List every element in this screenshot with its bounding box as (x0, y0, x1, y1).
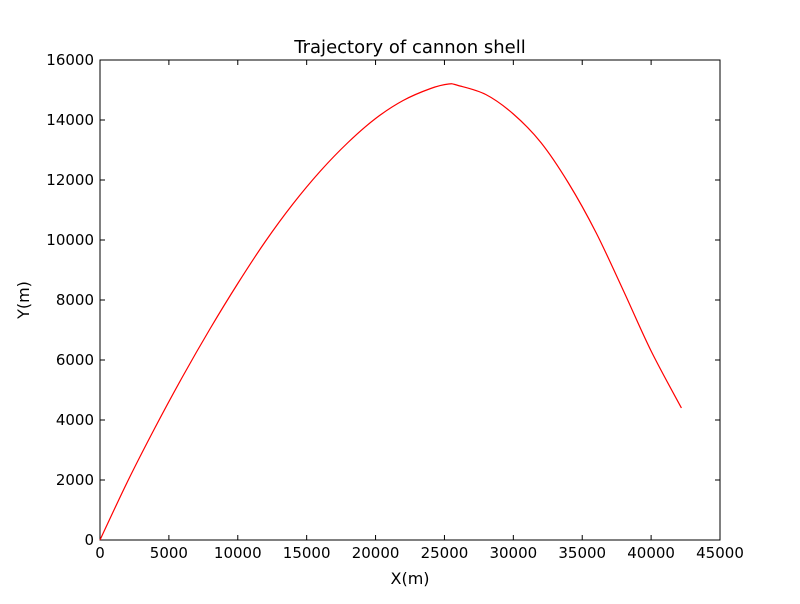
x-tick-label: 35000 (558, 544, 606, 562)
x-tick-label: 15000 (283, 544, 331, 562)
y-tick-label: 12000 (46, 171, 94, 189)
y-tick-label: 14000 (46, 111, 94, 129)
y-tick-label: 16000 (46, 51, 94, 69)
x-tick-label: 30000 (489, 544, 537, 562)
y-tick-label: 10000 (46, 231, 94, 249)
x-axis-label: X(m) (390, 569, 429, 588)
chart-title: Trajectory of cannon shell (293, 37, 525, 58)
x-tick-label: 40000 (627, 544, 675, 562)
x-tick-label: 25000 (421, 544, 469, 562)
axes-frame (99, 59, 721, 541)
y-tick-label: 4000 (56, 411, 94, 429)
x-tick-label: 10000 (214, 544, 262, 562)
trajectory-line (99, 83, 682, 541)
x-tick-label: 45000 (696, 544, 744, 562)
y-tick-label: 6000 (56, 351, 94, 369)
x-tick-label: 5000 (150, 544, 188, 562)
y-axis-label: Y(m) (14, 281, 33, 320)
plot-area: 0 5000 10000 15000 20000 25000 30000 35000 40000… (46, 51, 744, 562)
y-tick-label: 2000 (56, 471, 94, 489)
y-tick-label: 0 (84, 531, 94, 549)
y-tick-label: 8000 (56, 291, 94, 309)
x-tick-label: 20000 (352, 544, 400, 562)
x-tick-label: 0 (95, 544, 105, 562)
